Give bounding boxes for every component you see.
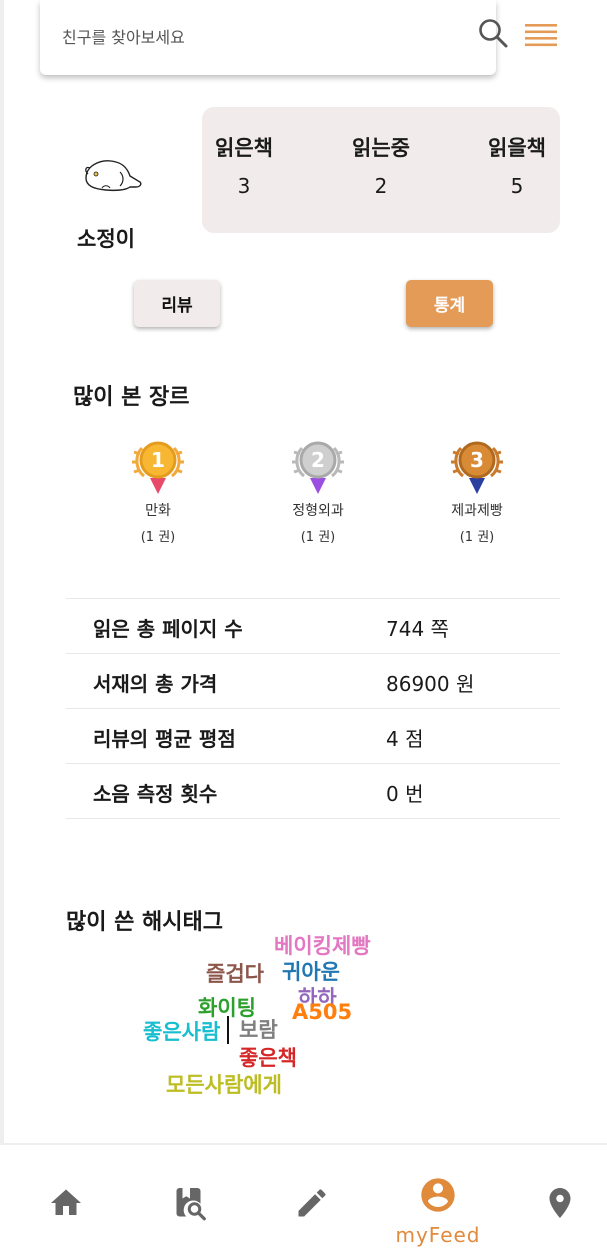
stat-label: 읽는중: [352, 136, 410, 160]
hashtag-word[interactable]: A505: [292, 1000, 353, 1024]
silver-medal-icon: 2: [292, 441, 344, 494]
nav-myfeed[interactable]: myFeed: [390, 1175, 486, 1247]
genre-rank-3: 3 제과제빵 (1 권): [417, 434, 537, 545]
review-button[interactable]: 리뷰: [134, 280, 220, 327]
table-row: 읽은 총 페이지 수 744 쪽: [66, 599, 560, 654]
book-search-icon: [176, 1188, 206, 1221]
home-icon: [51, 1189, 81, 1215]
stat-label: 읽은책: [215, 136, 273, 160]
search-icon[interactable]: [476, 16, 510, 50]
reading-summary-table: 읽은 총 페이지 수 744 쪽 서재의 총 가격 86900 원 리뷰의 평균…: [66, 598, 560, 819]
text-cursor: [227, 1016, 229, 1044]
top-hashtags-title: 많이 쓴 해시태그: [66, 910, 223, 935]
genre-count: (1 권): [459, 530, 495, 545]
nav-myfeed-label: myFeed: [395, 1223, 481, 1247]
hashtag-word[interactable]: 즐겁다: [206, 962, 264, 986]
row-label: 리뷰의 평균 평점: [93, 727, 236, 751]
gold-medal-icon: 1: [132, 441, 184, 494]
genre-name: 제과제빵: [451, 503, 503, 519]
table-row: 서재의 총 가격 86900 원: [66, 654, 560, 709]
row-label: 읽은 총 페이지 수: [93, 617, 243, 641]
row-label: 서재의 총 가격: [93, 672, 218, 696]
hashtag-word[interactable]: 좋은책: [239, 1046, 297, 1070]
bottom-navigation: myFeed: [0, 1143, 607, 1255]
genre-count: (1 권): [300, 530, 336, 545]
row-value: 744 쪽: [386, 617, 449, 641]
nav-write[interactable]: [294, 1185, 334, 1225]
hashtag-word[interactable]: 모든사람에게: [166, 1073, 282, 1097]
stat-reading[interactable]: 읽는중 2: [336, 132, 426, 198]
profile-name: 소정이: [77, 227, 135, 251]
stat-to-read[interactable]: 읽을책 5: [472, 132, 562, 198]
location-pin-icon: [549, 1188, 571, 1218]
statistics-button[interactable]: 통계: [406, 280, 493, 327]
row-value: 86900 원: [386, 672, 475, 696]
hamburger-menu-icon[interactable]: [524, 22, 558, 50]
row-value: 0 번: [386, 782, 424, 806]
search-input[interactable]: 친구를 찾아보세요: [62, 28, 185, 47]
nav-book-search[interactable]: [172, 1185, 212, 1225]
row-value: 4 점: [386, 727, 424, 751]
nav-home[interactable]: [48, 1185, 88, 1225]
nav-location[interactable]: [542, 1185, 582, 1225]
hashtag-word[interactable]: 화이팅: [198, 996, 256, 1020]
table-row: 소음 측정 횟수 0 번: [66, 764, 560, 819]
row-label: 소음 측정 횟수: [93, 782, 218, 806]
left-edge-rule: [0, 0, 4, 1150]
friend-search-bar[interactable]: 친구를 찾아보세요: [40, 0, 508, 75]
account-icon: [421, 1178, 455, 1212]
top-genres-title: 많이 본 장르: [73, 385, 190, 410]
bronze-medal-icon: 3: [451, 441, 503, 494]
stat-value: 3: [237, 174, 251, 198]
reading-stats-card: 읽은책 3 읽는중 2 읽을책 5: [202, 107, 560, 233]
genre-name: 만화: [145, 503, 171, 519]
genre-rank-2: 2 정형외과 (1 권): [258, 434, 378, 545]
hashtag-word[interactable]: 좋은사람: [143, 1020, 221, 1044]
svg-text:2: 2: [311, 448, 325, 472]
hashtag-word[interactable]: 하하: [298, 986, 337, 1010]
stat-read[interactable]: 읽은책 3: [199, 132, 289, 198]
stat-value: 5: [510, 174, 524, 198]
genre-rank-1: 1 만화 (1 권): [98, 434, 218, 545]
hashtag-word[interactable]: 보람: [239, 1018, 278, 1042]
hashtag-word[interactable]: 베이킹제빵: [274, 934, 371, 958]
stat-value: 2: [374, 174, 388, 198]
avatar: [85, 160, 142, 192]
svg-text:3: 3: [470, 448, 484, 472]
hashtag-word[interactable]: 귀아운: [282, 960, 340, 984]
pencil-icon: [298, 1189, 326, 1217]
stat-label: 읽을책: [488, 136, 546, 160]
svg-text:1: 1: [151, 448, 165, 472]
genre-name: 정형외과: [292, 503, 344, 519]
genre-count: (1 권): [140, 530, 176, 545]
table-row: 리뷰의 평균 평점 4 점: [66, 709, 560, 764]
